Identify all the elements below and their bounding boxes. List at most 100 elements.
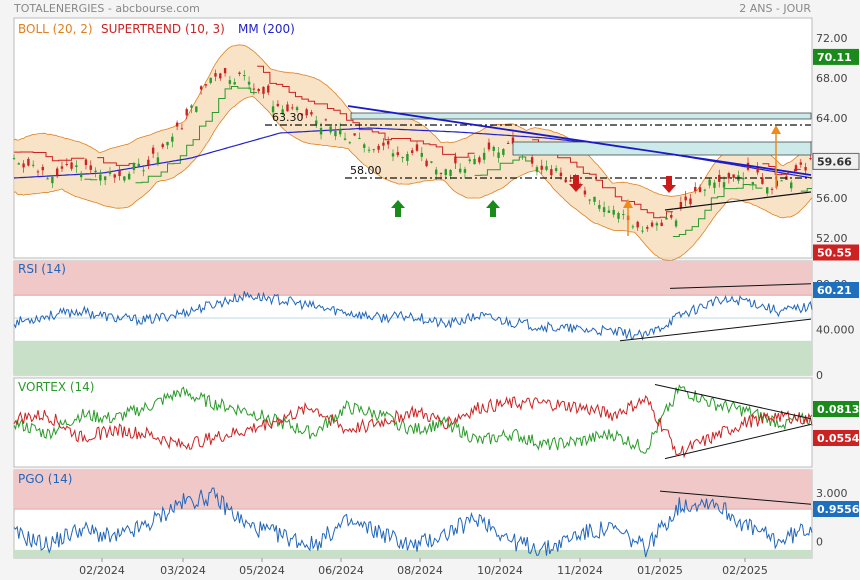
candle-body (684, 196, 687, 201)
vortex-lower-trendline (664, 423, 812, 460)
candle-body (458, 168, 462, 173)
candle-body (46, 178, 49, 180)
x-tick-label: 08/2024 (397, 564, 443, 577)
candle-body (617, 212, 620, 219)
candle-body (305, 109, 308, 116)
rsi-value-tag-box (813, 282, 859, 298)
supertrend-line (672, 184, 763, 237)
candle-body (233, 82, 236, 85)
candle-body (497, 152, 500, 158)
legend-entry: MM (200) (238, 22, 295, 36)
x-tick-label: 06/2024 (318, 564, 364, 577)
price-y-tick: 56.00 (816, 192, 848, 205)
chart-title: TOTALENERGIES - abcbourse.com (14, 2, 200, 15)
supertrend-line (97, 157, 136, 166)
vortex-plus-tag: 0.0813 (813, 401, 859, 417)
price-y-tick: 68.00 (816, 72, 848, 85)
candle-body (722, 182, 726, 188)
candle-body (545, 166, 548, 170)
candle-body (482, 152, 486, 160)
candle-body (463, 169, 467, 173)
price-y-tick: 52.00 (816, 232, 848, 245)
pgo-low-zone (14, 549, 812, 558)
candle-body (113, 174, 116, 178)
candle-body (434, 169, 438, 175)
candle-body (118, 170, 121, 176)
candle-body (147, 159, 150, 166)
candle-body (694, 186, 697, 192)
candle-body (550, 169, 553, 176)
candle-body (713, 182, 716, 188)
legend-entry: PGO (14) (18, 472, 72, 486)
candle-body (487, 142, 491, 150)
candle-body (238, 72, 241, 75)
candle-body (689, 198, 692, 205)
candle-body (171, 136, 174, 142)
target-arrow-icon (623, 199, 633, 208)
candle-body (411, 150, 414, 153)
candle-body (732, 174, 735, 178)
candle-body (569, 180, 572, 182)
candle-body (65, 164, 68, 166)
candle-body (84, 159, 88, 166)
candle-body (262, 86, 265, 94)
vortex-minus-tag-label: 0.0554 (817, 432, 860, 445)
candle-body (271, 106, 275, 113)
bollinger-upper-line (13, 44, 813, 197)
candle-body (89, 165, 92, 170)
target-arrow-icon (771, 125, 781, 134)
pgo-resistance-line (659, 490, 812, 505)
candle-body (454, 156, 457, 164)
candle-body (142, 170, 145, 172)
candle-body (257, 89, 260, 92)
candle-body (195, 106, 198, 112)
candle-body (247, 81, 251, 85)
candle-body (473, 158, 476, 165)
rsi-overbought-zone (14, 261, 812, 296)
candle-body (339, 128, 342, 135)
candle-body (766, 187, 769, 194)
level-label-58: 58.00 (350, 164, 382, 177)
candle-body (775, 180, 779, 187)
level-label-63: 63.30 (272, 111, 304, 124)
candle-body (123, 176, 126, 181)
candle-body (703, 189, 707, 191)
candle-body (401, 157, 404, 159)
candle-body (276, 103, 280, 107)
candle-body (358, 137, 361, 139)
candle-body (415, 144, 419, 151)
candle-body (79, 173, 83, 178)
rsi-y-tick: 40.000 (816, 323, 855, 336)
vortex-plus-line (13, 384, 813, 454)
candle-body (363, 144, 366, 148)
candle-body (75, 165, 78, 168)
candle-body (794, 165, 798, 172)
candle-body (593, 196, 596, 202)
candle-body (511, 137, 515, 144)
candle-body (564, 179, 567, 183)
candle-body (674, 220, 678, 227)
candle-body (334, 131, 337, 137)
candle-body (583, 190, 587, 195)
vortex-plus-tag-label: 0.0813 (817, 403, 859, 416)
candle-body (151, 147, 155, 154)
candle-body (367, 149, 371, 151)
legend-entry: VORTEX (14) (18, 380, 95, 394)
supertrend-line (257, 65, 475, 158)
sell-arrow-icon (662, 176, 676, 193)
candle-body (219, 73, 222, 79)
resistance-zone-upper (350, 112, 812, 120)
candle-body (761, 177, 764, 184)
candle-body (228, 80, 232, 84)
candle-body (377, 145, 380, 150)
candle-body (108, 171, 112, 174)
candle-body (27, 158, 30, 166)
price-value-tag-label: 70.11 (817, 51, 852, 64)
candle-body (425, 160, 428, 167)
vortex-minus-tag: 0.0554 (813, 430, 860, 446)
downtrend-line (347, 105, 812, 176)
candle-body (315, 120, 318, 125)
candle-body (727, 173, 731, 179)
x-tick-label: 11/2024 (557, 564, 603, 577)
